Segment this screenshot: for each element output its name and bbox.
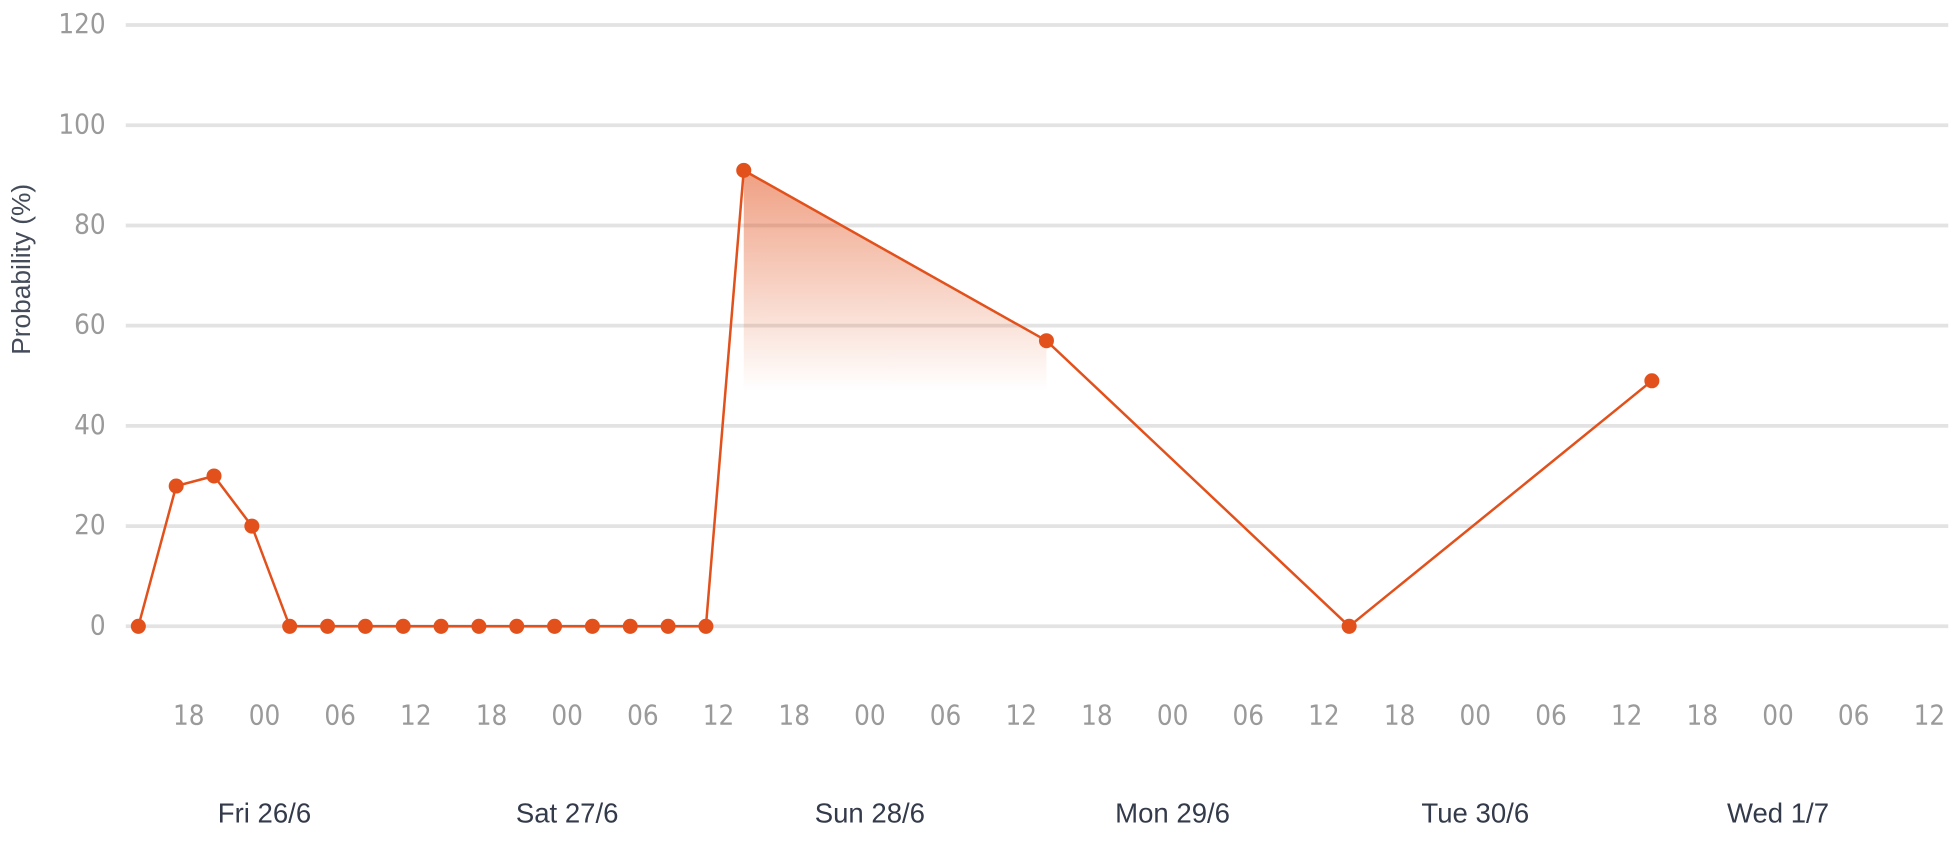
x-tick-label: 00 xyxy=(854,699,886,731)
y-axis-title: Probability (%) xyxy=(6,184,36,355)
point xyxy=(471,618,487,634)
x-tick-label: 12 xyxy=(400,699,432,731)
line xyxy=(137,168,1653,628)
x-tick-label: 12 xyxy=(1611,699,1643,731)
day-label: Sun 28/6 xyxy=(815,798,925,829)
y-tick-label: 120 xyxy=(58,8,105,40)
point xyxy=(1644,373,1660,389)
x-tick-label: 18 xyxy=(778,699,810,731)
day-label: Tue 30/6 xyxy=(1421,798,1529,829)
y-tick-label: 80 xyxy=(74,208,106,240)
x-tick-label: 00 xyxy=(1460,699,1492,731)
x-tick-label: 06 xyxy=(627,699,659,731)
point xyxy=(622,618,638,634)
x-tick-label: 18 xyxy=(476,699,508,731)
point xyxy=(395,618,411,634)
point xyxy=(736,162,752,178)
x-tick-label: 00 xyxy=(551,699,583,731)
point xyxy=(660,618,676,634)
x-tick-label: 18 xyxy=(1687,699,1719,731)
point xyxy=(433,618,449,634)
x-tick-label: 18 xyxy=(1081,699,1113,731)
x-tick-label: 06 xyxy=(1232,699,1264,731)
x-tick-label: 06 xyxy=(1838,699,1870,731)
point xyxy=(547,618,563,634)
x-tick-label: 18 xyxy=(1384,699,1416,731)
y-tick-label: 60 xyxy=(74,309,106,341)
day-label: Fri 26/6 xyxy=(218,798,311,829)
highlight-area xyxy=(743,170,1047,391)
point xyxy=(1341,618,1357,634)
y-tick-label: 40 xyxy=(74,409,106,441)
point xyxy=(320,618,336,634)
day-label: Wed 1/7 xyxy=(1727,798,1829,829)
y-tick-label: 20 xyxy=(74,509,106,541)
point xyxy=(206,468,222,484)
x-tick-label: 00 xyxy=(1157,699,1189,731)
x-tick-label: 06 xyxy=(1535,699,1567,731)
x-tick-label: 12 xyxy=(703,699,735,731)
day-label: Sat 27/6 xyxy=(516,798,619,829)
y-tick-label: 100 xyxy=(58,108,105,140)
point xyxy=(168,478,184,494)
x-tick-label: 06 xyxy=(930,699,962,731)
point xyxy=(584,618,600,634)
x-tick-label: 12 xyxy=(1914,699,1946,731)
x-tick-label: 18 xyxy=(173,699,205,731)
x-tick-label: 12 xyxy=(1308,699,1340,731)
point xyxy=(130,618,146,634)
point xyxy=(1038,333,1054,349)
day-label: Mon 29/6 xyxy=(1115,798,1230,829)
point xyxy=(357,618,373,634)
point xyxy=(282,618,298,634)
y-tick-label: 0 xyxy=(90,609,106,641)
point xyxy=(698,618,714,634)
x-tick-label: 06 xyxy=(324,699,356,731)
point xyxy=(244,518,260,534)
x-tick-label: 12 xyxy=(1005,699,1037,731)
point xyxy=(509,618,525,634)
x-tick-label: 00 xyxy=(1762,699,1794,731)
x-tick-label: 00 xyxy=(249,699,281,731)
